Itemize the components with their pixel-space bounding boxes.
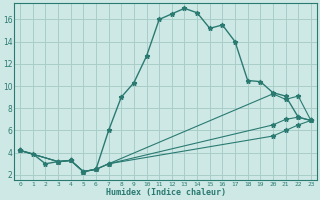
X-axis label: Humidex (Indice chaleur): Humidex (Indice chaleur) <box>106 188 226 197</box>
